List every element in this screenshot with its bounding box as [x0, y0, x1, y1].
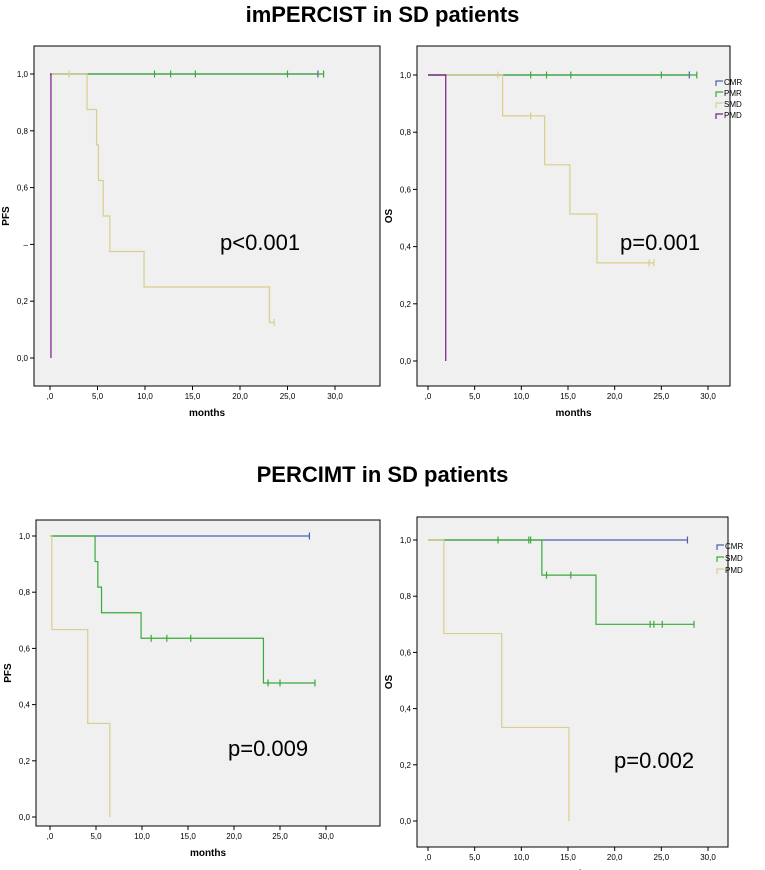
legend-swatch-cmr [715, 80, 723, 86]
y-tick-label: 0,4 [19, 701, 31, 710]
x-tick-label: 25,0 [280, 392, 296, 401]
x-tick-label: 20,0 [607, 853, 623, 862]
legend-label-cmr: CMR [724, 78, 742, 87]
x-tick-label: 15,0 [180, 832, 196, 841]
legend-swatch-pmd [715, 113, 723, 119]
x-tick-label: 10,0 [134, 832, 150, 841]
km-curve-smd [428, 539, 694, 625]
legend-label-cmr: CMR [725, 542, 743, 551]
x-tick-label: 25,0 [272, 832, 288, 841]
plot-area [416, 516, 729, 848]
percimt-pfs-chart: 0,0 0,2 0,4 0,6 0,8 1,0 ,0 5,0 10,0 15,0 20,0 25,0 3… [3, 519, 381, 859]
x-tick-label: 30,0 [318, 832, 334, 841]
x-tick-label: 20,0 [607, 392, 623, 401]
y-tick-label: 0,6 [400, 648, 412, 657]
plot-area [416, 45, 731, 387]
x-axis-label: months [190, 848, 227, 859]
x-tick-label: ,0 [425, 392, 432, 401]
impercist-os-chart: 0,0 0,2 0,4 0,6 0,8 1,0 ,0 5,0 10,0 15,0 20,0 25,0 3… [384, 45, 742, 419]
km-curve-pmd [50, 73, 52, 358]
y-tick-label: 1,0 [17, 70, 29, 79]
legend-label-pmd: PMD [724, 111, 742, 120]
y-tick-label: 0,0 [400, 817, 412, 826]
y-tick-label: 0,0 [17, 354, 29, 363]
y-tick-label: 1,0 [400, 536, 412, 545]
y-axis-label: OS [384, 674, 395, 689]
y-tick-label: 1,0 [400, 71, 412, 80]
x-tick-label: 20,0 [232, 392, 248, 401]
legend-swatch-pmd [716, 568, 724, 574]
percimt-os-chart: 0,0 0,2 0,4 0,6 0,8 1,0 ,0 5,0 10,0 15,0 20,0 25,0 3… [384, 516, 743, 870]
legend-swatch-cmr [716, 544, 724, 550]
km-curve-pmd [428, 539, 570, 821]
km-curve-pmd [50, 535, 111, 817]
legend-label-pmd: PMD [725, 566, 743, 575]
y-tick-label: 0,8 [400, 128, 412, 137]
y-tick-label: 0,0 [19, 813, 31, 822]
x-tick-label: ,0 [425, 853, 432, 862]
legend-label-smd: SMD [725, 554, 743, 563]
legend-swatch-smd [716, 556, 724, 562]
x-tick-label: 5,0 [92, 392, 104, 401]
section-title-impercist: imPERCIST in SD patients [245, 2, 520, 27]
y-tick-label: 0,8 [17, 127, 29, 136]
y-tick-label: 0,6 [19, 644, 31, 653]
p-value-annotation: p=0.009 [228, 736, 308, 761]
impercist-pfs-chart: 0,0 0,2 – 0,6 0,8 1,0 ,0 5,0 10,0 15,0 20,0 25,0 30,… [1, 45, 381, 419]
plot-area [33, 45, 381, 387]
y-axis-label: PFS [1, 206, 12, 226]
km-curve-smd [50, 73, 275, 324]
y-tick-label: 0,4 [400, 243, 412, 252]
y-tick-label: – [24, 240, 29, 249]
x-axis-label: months [555, 408, 592, 419]
x-tick-label: ,0 [47, 832, 54, 841]
x-tick-label: 30,0 [700, 853, 716, 862]
y-tick-label: 0,2 [17, 297, 29, 306]
p-value-annotation: p<0.001 [220, 230, 300, 255]
y-tick-label: 0,6 [400, 185, 412, 194]
x-tick-label: 30,0 [327, 392, 343, 401]
x-tick-label: 25,0 [654, 853, 670, 862]
x-tick-label: 25,0 [654, 392, 670, 401]
y-axis-label: PFS [3, 663, 14, 683]
x-tick-label: ,0 [47, 392, 54, 401]
y-tick-label: 0,6 [17, 184, 29, 193]
x-tick-label: 10,0 [137, 392, 153, 401]
x-axis-label: months [189, 408, 226, 419]
x-tick-label: 30,0 [700, 392, 716, 401]
y-tick-label: 0,4 [400, 705, 412, 714]
y-tick-label: 1,0 [19, 532, 31, 541]
y-tick-label: 0,0 [400, 357, 412, 366]
y-tick-label: 0,2 [400, 300, 412, 309]
y-tick-label: 0,2 [400, 761, 412, 770]
y-tick-label: 0,8 [400, 592, 412, 601]
x-tick-label: 10,0 [514, 853, 530, 862]
legend-swatch-pmr [715, 91, 723, 97]
section-title-percimt: PERCIMT in SD patients [256, 462, 509, 487]
y-tick-label: 0,2 [19, 757, 31, 766]
plot-area [35, 519, 381, 827]
y-tick-label: 0,8 [19, 588, 31, 597]
p-value-annotation: p=0.002 [614, 748, 694, 773]
legend-label-pmr: PMR [724, 89, 742, 98]
km-curve-smd [50, 535, 315, 684]
legend-label-smd: SMD [724, 100, 742, 109]
x-tick-label: 15,0 [560, 392, 576, 401]
x-tick-label: 5,0 [90, 832, 102, 841]
p-value-annotation: p=0.001 [620, 230, 700, 255]
km-curve-smd [428, 74, 654, 264]
x-tick-label: 5,0 [469, 853, 481, 862]
legend-swatch-smd [715, 102, 723, 108]
km-curve-pmd [428, 74, 447, 361]
y-axis-label: OS [384, 208, 395, 223]
x-tick-label: 20,0 [226, 832, 242, 841]
x-tick-label: 15,0 [185, 392, 201, 401]
x-tick-label: 15,0 [560, 853, 576, 862]
x-tick-label: 5,0 [469, 392, 481, 401]
x-tick-label: 10,0 [514, 392, 530, 401]
